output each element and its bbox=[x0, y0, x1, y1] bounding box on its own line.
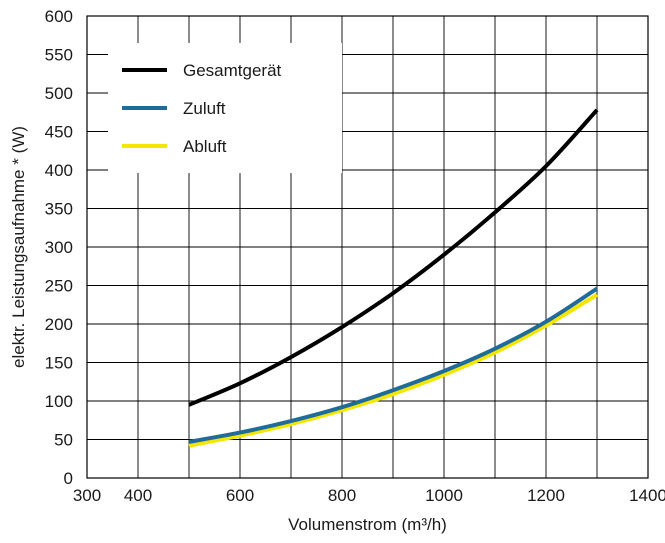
y-tick-label: 0 bbox=[64, 469, 73, 488]
plot-frame bbox=[86, 15, 649, 479]
legend-label: Abluft bbox=[183, 137, 227, 156]
y-tick-label: 350 bbox=[45, 200, 73, 219]
series-line-2 bbox=[188, 293, 599, 448]
x-tick-label: 1000 bbox=[425, 486, 463, 505]
legend-label: Gesamtgerät bbox=[183, 61, 282, 80]
x-tick-label: 1200 bbox=[527, 486, 565, 505]
legend: Gesamtgerät Zuluft Abluft bbox=[108, 43, 342, 173]
y-tick-label: 250 bbox=[45, 277, 73, 296]
x-tick-label: 400 bbox=[124, 486, 152, 505]
series-line-0 bbox=[188, 108, 599, 407]
y-tick-label: 100 bbox=[45, 392, 73, 411]
legend-label: Zuluft bbox=[183, 99, 226, 118]
x-axis-label: Volumenstrom (m³/h) bbox=[288, 515, 447, 534]
series-lines bbox=[188, 108, 599, 448]
y-tick-label: 300 bbox=[45, 238, 73, 257]
y-tick-label: 50 bbox=[54, 431, 73, 450]
y-tick-label: 550 bbox=[45, 46, 73, 65]
y-tick-labels: 0 50 100 150 200 250 300 350 400 450 500 550 600 bbox=[45, 7, 73, 488]
y-tick-label: 600 bbox=[45, 7, 73, 26]
x-tick-label: 1400 bbox=[629, 486, 665, 505]
y-tick-label: 150 bbox=[45, 354, 73, 373]
x-tick-label: 300 bbox=[73, 486, 101, 505]
series-line-1 bbox=[188, 286, 599, 444]
y-tick-label: 450 bbox=[45, 123, 73, 142]
y-tick-label: 500 bbox=[45, 84, 73, 103]
y-tick-label: 400 bbox=[45, 161, 73, 180]
y-axis-label: elektr. Leistungsaufnahme * (W) bbox=[9, 126, 28, 368]
x-tick-labels: 300 400 600 800 1000 1200 1400 bbox=[73, 486, 665, 505]
x-tick-label: 800 bbox=[328, 486, 356, 505]
y-tick-label: 200 bbox=[45, 315, 73, 334]
x-tick-label: 600 bbox=[226, 486, 254, 505]
